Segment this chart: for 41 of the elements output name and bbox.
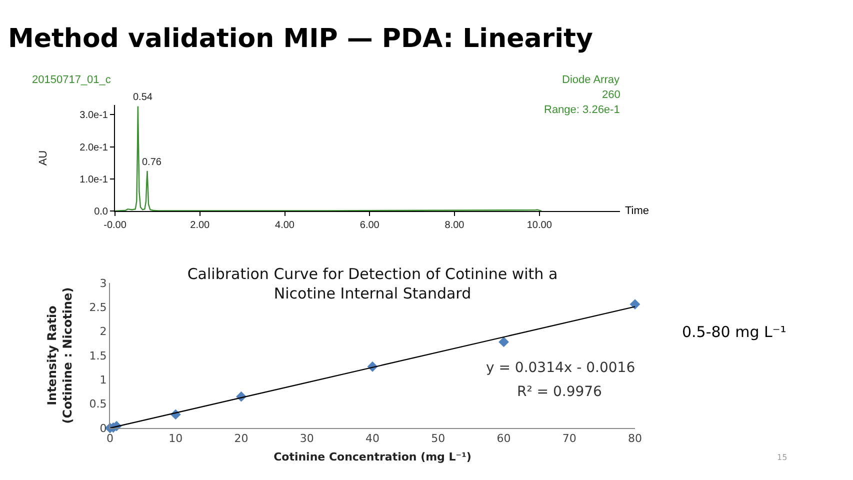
text: Diode Array xyxy=(562,74,620,86)
y-tick-label: 0.5 xyxy=(89,398,107,411)
text: 260 xyxy=(602,89,620,101)
x-tick-label: 50 xyxy=(431,432,446,446)
y-tick-label: 1.0e-1 xyxy=(80,174,108,186)
x-tick-label: -0.00 xyxy=(104,220,127,231)
x-tick-label: 4.00 xyxy=(275,220,295,231)
y-tick-label: 2.5 xyxy=(89,301,107,314)
text: 20150717_01_c xyxy=(32,74,112,86)
x-tick-label: 20 xyxy=(234,432,248,446)
y-tick-label: 3.0e-1 xyxy=(80,110,108,122)
x-tick-label: 2.00 xyxy=(190,220,210,231)
chart-title: Calibration Curve for Detection of Cotinine with a Nicotine Internal Standard xyxy=(187,265,558,302)
x-tick-label: 70 xyxy=(562,432,576,446)
x-tick-label: 60 xyxy=(496,432,511,446)
x-tick-label: 10.00 xyxy=(526,220,552,231)
chart-title: Method validation MIP — PDA: Linearity xyxy=(8,24,593,54)
text: 15 xyxy=(777,453,788,462)
annotation: 0.76 xyxy=(142,157,162,168)
y-tick-label: 2 xyxy=(100,325,107,338)
annotation: 0.54 xyxy=(133,92,153,103)
x-tick-label: 40 xyxy=(366,432,380,446)
x-tick-label: 10 xyxy=(168,432,183,446)
y-tick-label: 2.0e-1 xyxy=(80,142,108,154)
y-tick-label: 0 xyxy=(100,422,107,435)
x-tick-label: 80 xyxy=(628,432,642,446)
y-axis-title: AU xyxy=(37,150,50,166)
y-tick-label: 1.5 xyxy=(89,349,107,362)
text: 0.5-80 mg L⁻¹ xyxy=(682,323,786,341)
y-tick-label: 0.0 xyxy=(94,206,108,218)
x-tick-label: 30 xyxy=(300,432,314,446)
y-tick-label: 3 xyxy=(100,276,107,290)
y-tick-label: 1 xyxy=(100,374,107,387)
annotation: R² = 0.9976 xyxy=(517,384,602,400)
x-tick-label: 8.00 xyxy=(444,220,465,231)
annotation: Range: 3.26e-1 xyxy=(544,104,620,116)
annotation: y = 0.0314x - 0.0016 xyxy=(486,360,636,376)
x-tick-label: 6.00 xyxy=(360,220,380,231)
y-axis-title: Intensity Ratio (Cotinine : Nicotine) xyxy=(45,287,75,424)
x-axis-title: Time xyxy=(625,205,650,217)
x-axis-title: Cotinine Concentration (mg L⁻¹) xyxy=(274,450,472,464)
